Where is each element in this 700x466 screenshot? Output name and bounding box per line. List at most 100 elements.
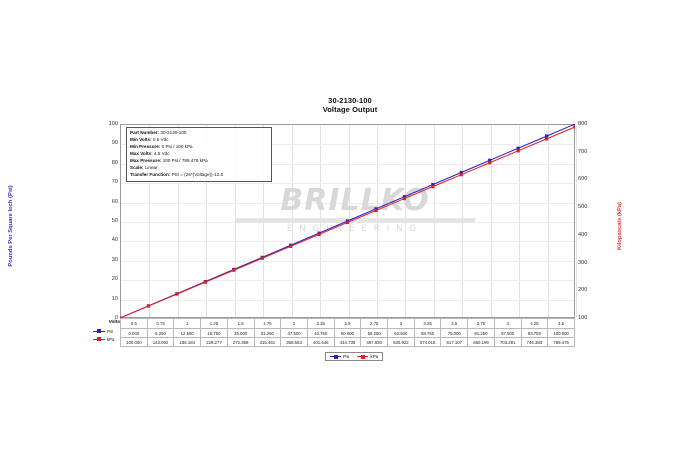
series-marker-kpa	[431, 185, 435, 189]
y-axis-left-ticks: 0 10 20 30 40 50 60 70 80 90 100	[92, 121, 118, 321]
table-cell-kpa: 358.553	[280, 337, 308, 347]
table-cell-kpa: 186.184	[173, 337, 202, 347]
table-cell-kpa: 574.015	[413, 337, 442, 347]
y-tick-label-left: 90	[111, 140, 118, 147]
legend-item[interactable]: kPa	[357, 354, 378, 359]
table-cell-kpa: 315.461	[253, 337, 282, 347]
table-cell-volts: 3	[387, 318, 415, 329]
table-cell-psi: 43.750	[306, 328, 335, 338]
y-axis-right-ticks: 100 200 300 400 500 600 700 800	[578, 121, 604, 321]
table-cell-kpa: 789.476	[547, 337, 575, 347]
table-cell-volts: 2.75	[360, 318, 389, 329]
table-cell-psi: 81.250	[467, 328, 495, 338]
table-cell-kpa: 401.646	[306, 337, 335, 347]
table-cell-volts: 3.25	[413, 318, 442, 329]
gridline-vertical	[547, 125, 549, 317]
legend-swatch-icon	[357, 354, 369, 359]
series-marker-kpa	[345, 220, 350, 225]
table-cell-volts: 4	[493, 318, 522, 329]
series-marker-psi	[431, 183, 435, 187]
series-marker-kpa	[203, 280, 207, 284]
table-cell-volts: 1.25	[200, 318, 228, 329]
gridline-horizontal	[121, 144, 574, 146]
y-tick-label-right: 100	[578, 315, 588, 321]
series-marker-psi	[402, 195, 406, 199]
table-row: 100.000 143.092 186.184 229.277 272.369 315.4…	[120, 337, 575, 347]
spec-value: 0.5 Vdc	[151, 136, 169, 142]
y-tick-label-left: 0	[114, 315, 118, 321]
y-tick-label-right: 400	[578, 231, 588, 238]
table-cell-volts: 0.5	[120, 318, 148, 329]
series-marker-psi	[544, 134, 549, 138]
table-row: 0.000 6.250 12.500 18.750 25.000 31.250 37.500…	[120, 328, 575, 338]
table-cell-volts: 1	[173, 318, 202, 329]
chart-subtitle: Voltage Output	[322, 104, 378, 114]
spec-value: 100 Psi / 789.476 kPa	[161, 157, 208, 163]
gridline-horizontal	[121, 163, 574, 165]
spec-value: Linear	[143, 164, 158, 170]
psi-key-icon	[93, 329, 105, 333]
y-tick-label-left: 40	[111, 237, 118, 244]
table-cell-volts: 0.75	[146, 318, 175, 329]
spec-label: Max Pressure:	[130, 157, 162, 163]
series-marker-kpa	[516, 149, 520, 153]
gridline-horizontal	[121, 299, 574, 301]
table-cell-psi: 87.500	[493, 328, 522, 338]
gridline-horizontal	[121, 202, 574, 204]
y-axis-right-title: Kilopascals (kPa)	[617, 202, 623, 251]
legend-item[interactable]: Psi	[330, 354, 349, 359]
table-row-header-kpa: kPa	[92, 335, 120, 343]
y-tick-label-left: 100	[108, 121, 118, 127]
table-cell-psi: 75.000	[440, 328, 469, 338]
y-tick-label-right: 800	[578, 121, 588, 127]
kpa-key-label: kPa	[107, 336, 115, 342]
gridline-vertical	[149, 125, 151, 317]
kpa-key-icon	[93, 337, 105, 341]
table-row-headers: Volts Psi kPa	[92, 318, 120, 343]
spec-line: Transfer Function: PSI = (25*(Voltage))-…	[130, 172, 268, 179]
table-cell-kpa: 487.830	[360, 337, 389, 347]
table-cell-volts: 1.75	[253, 318, 282, 329]
y-tick-label-left: 70	[111, 179, 118, 186]
spec-line: Scale: Linear	[130, 165, 268, 172]
table-cell-volts: 1.5	[226, 318, 255, 329]
series-marker-kpa	[374, 208, 378, 213]
y-tick-label-left: 20	[111, 276, 118, 283]
table-cell-psi: 56.250	[360, 328, 389, 338]
spec-label: Part Number:	[130, 130, 160, 135]
table-cell-kpa: 272.369	[226, 337, 255, 347]
table-cell-psi: 0.000	[120, 328, 148, 338]
legend-label: Psi	[343, 354, 350, 359]
series-marker-psi	[516, 146, 520, 150]
legend-swatch-icon	[330, 354, 341, 359]
table-cell-volts: 2.25	[306, 318, 335, 329]
y-tick-label-right: 200	[578, 287, 588, 294]
y-tick-label-left: 30	[111, 256, 118, 263]
table-cell-volts: 3.75	[467, 318, 495, 329]
series-marker-psi	[488, 158, 492, 162]
spec-label: Min Volts:	[130, 136, 152, 142]
spec-line: Min Volts: 0.5 Vdc	[130, 137, 268, 144]
chart-legend: Psi kPa	[325, 352, 384, 361]
spec-value: 0 Psi / 100 kPa	[160, 143, 193, 149]
gridline-horizontal	[121, 241, 574, 243]
series-marker-psi	[573, 124, 575, 126]
spec-line: Min Pressure: 0 Psi / 100 kPa	[130, 144, 268, 151]
table-row: 0.5 0.75 1 1.25 1.5 1.75 2 2.25 2.5 2.75 3 3.25 3.5 3…	[120, 318, 575, 329]
y-tick-label-left: 50	[111, 218, 118, 224]
table-cell-kpa: 703.291	[493, 337, 522, 347]
spec-info-box: Part Number: 30-2130-100 Min Volts: 0.5 V…	[126, 127, 272, 182]
spec-label: Min Pressure:	[130, 143, 161, 149]
gridline-horizontal	[121, 183, 574, 185]
legend-label: kPa	[370, 354, 379, 359]
table-cell-psi: 50.000	[333, 328, 362, 338]
y-tick-label-left: 10	[111, 295, 118, 302]
table-cell-kpa: 530.922	[387, 337, 415, 347]
spec-line: Part Number: 30-2130-100	[130, 130, 268, 137]
table-cell-kpa: 143.092	[146, 337, 175, 347]
table-cell-psi: 31.250	[253, 328, 282, 338]
y-tick-label-right: 700	[578, 148, 588, 155]
series-marker-kpa	[317, 232, 321, 237]
table-cell-kpa: 444.738	[333, 337, 362, 347]
data-table: 0.5 0.75 1 1.25 1.5 1.75 2 2.25 2.5 2.75 3 3.25 3.5 3…	[120, 318, 575, 347]
